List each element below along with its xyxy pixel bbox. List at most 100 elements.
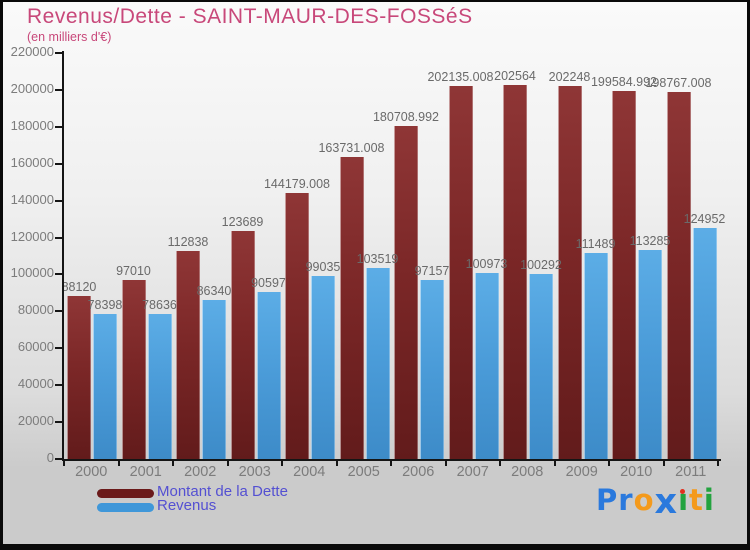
bar-dette-2010 [612, 90, 636, 459]
legend-swatch-dette [97, 489, 154, 498]
bar-dette-2006 [394, 125, 418, 459]
logo-letter: P [596, 483, 619, 517]
bar-value-label-dette-2009: 202248 [548, 69, 591, 84]
bar-value-label-dette-2010: 199584.992 [590, 74, 658, 89]
x-tick-mark [499, 460, 501, 466]
x-axis-year-label: 2002 [184, 464, 217, 480]
bar-value-label-dette-2011: 198767.008 [645, 76, 712, 91]
x-tick-mark [172, 460, 174, 466]
x-tick-mark [117, 460, 120, 466]
y-tick-label: 220000 [10, 44, 54, 59]
bar-revenus-2006 [420, 279, 444, 459]
y-tick-mark [55, 162, 62, 165]
bar-dette-2005 [339, 156, 364, 459]
legend-swatch-revenus [97, 503, 154, 512]
bar-value-label-dette-2000: 88120 [61, 280, 97, 295]
x-tick-mark [717, 460, 719, 466]
x-tick-mark [226, 460, 229, 466]
logo-i-dot [680, 489, 686, 494]
x-tick-mark [63, 460, 65, 466]
x-axis-year-label: 2005 [347, 464, 380, 480]
logo-letter: x [654, 482, 679, 522]
bar-value-label-revenus-2003: 90597 [251, 275, 286, 290]
y-tick-mark [55, 310, 62, 313]
legend-label-dette: Montant de la Dette [157, 483, 288, 500]
chart-title: Revenus/Dette - SAINT-MAUR-DES-FOSSéS [27, 5, 473, 28]
bar-revenus-2009 [583, 253, 608, 459]
x-tick-mark [662, 460, 665, 466]
bar-value-label-dette-2006: 180708.992 [372, 109, 440, 124]
y-tick-mark [55, 236, 62, 239]
y-tick-label: 100000 [10, 265, 54, 281]
bar-value-label-dette-2007: 202135.008 [427, 69, 494, 84]
x-axis-year-label: 2011 [675, 464, 707, 480]
y-tick-mark [55, 125, 62, 128]
bar-dette-2007 [448, 85, 473, 459]
y-tick-label: 120000 [10, 228, 54, 244]
y-tick-mark [55, 273, 62, 276]
bar-revenus-2005 [365, 267, 390, 459]
bar-value-label-revenus-2007: 100973 [465, 256, 508, 271]
logo-letter: ı [678, 483, 690, 517]
proxiti-logo[interactable]: Proxı ti [596, 482, 715, 522]
y-tick-mark [55, 384, 62, 387]
x-axis-year-label: 2008 [511, 464, 544, 480]
bar-value-label-revenus-2000: 78398 [87, 298, 123, 313]
logo-letter: i [703, 483, 715, 517]
bar-value-label-dette-2003: 123689 [221, 214, 264, 229]
y-tick-label: 0 [46, 450, 54, 465]
bar-value-label-revenus-2001: 78636 [142, 297, 177, 312]
bar-revenus-2007 [474, 272, 499, 459]
x-axis-year-label: 2007 [456, 464, 489, 480]
x-tick-mark [553, 460, 556, 466]
bar-revenus-2000 [93, 314, 117, 459]
x-tick-mark [281, 460, 283, 466]
bar-value-label-dette-2004: 144179.008 [263, 176, 331, 191]
x-tick-mark [444, 460, 447, 466]
x-axis-line [62, 459, 721, 461]
y-tick-mark [55, 347, 62, 350]
y-tick-mark [55, 421, 62, 424]
x-tick-mark [390, 460, 392, 466]
bar-revenus-2001 [147, 313, 172, 459]
y-tick-mark [55, 88, 62, 91]
y-tick-label: 40000 [17, 376, 54, 392]
bar-value-label-revenus-2008: 100292 [520, 257, 562, 272]
logo-letter: t [689, 483, 704, 517]
x-axis-year-label: 2009 [565, 464, 598, 480]
bar-value-label-revenus-2009: 111489 [575, 237, 616, 252]
bar-revenus-2004 [311, 276, 335, 459]
y-tick-label: 140000 [10, 191, 54, 207]
bar-revenus-2010 [638, 249, 662, 459]
bar-revenus-2008 [529, 273, 553, 459]
bar-dette-2003 [230, 230, 255, 459]
bar-value-label-revenus-2006: 97157 [414, 263, 450, 278]
bar-dette-2009 [557, 85, 582, 459]
y-tick-mark [55, 52, 62, 54]
logo-letter: r [618, 483, 634, 517]
bar-dette-2000 [67, 296, 91, 459]
bar-value-label-dette-2005: 163731.008 [318, 140, 385, 155]
bar-revenus-2002 [202, 299, 226, 459]
bar-value-label-revenus-2004: 99035 [305, 260, 341, 275]
bar-dette-2004 [285, 192, 309, 459]
bar-value-label-dette-2001: 97010 [116, 263, 151, 278]
x-axis-year-label: 2004 [293, 464, 326, 480]
y-tick-label: 180000 [10, 117, 54, 133]
x-tick-mark [608, 460, 610, 466]
chart-subtitle: (en milliers d'€) [27, 30, 112, 44]
plot-area: 0 20000 40000 60000 80000 100000 120000 140000 1… [11, 44, 726, 480]
bar-value-label-revenus-2005: 103519 [356, 251, 399, 266]
y-tick-label: 200000 [10, 80, 54, 96]
bar-dette-2011 [666, 92, 691, 459]
y-tick-label: 20000 [17, 413, 54, 429]
bar-dette-2008 [503, 85, 527, 459]
bar-revenus-2011 [692, 228, 717, 459]
x-axis-year-label: 2010 [620, 464, 653, 480]
y-axis-line [62, 51, 64, 461]
bar-value-label-dette-2008: 202564 [494, 69, 536, 84]
legend-label-revenus: Revenus [157, 497, 217, 514]
bar-value-label-revenus-2002: 86340 [196, 283, 232, 298]
bar-dette-2001 [121, 279, 146, 459]
bar-value-label-revenus-2010: 113285 [629, 233, 671, 248]
